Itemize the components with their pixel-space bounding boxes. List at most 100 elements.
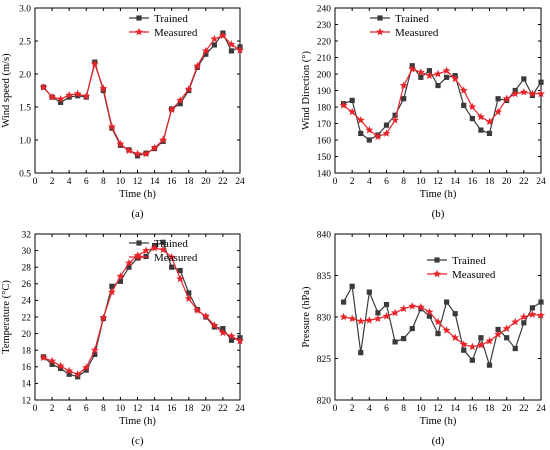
data-point-measured-c [48, 356, 57, 365]
legend-label-trained-c: Trained [154, 238, 188, 250]
data-point-measured-c [176, 274, 185, 283]
panel-label-b: (b) [432, 208, 445, 220]
y-tick-label-b: 160 [317, 136, 332, 146]
legend-marker-trained-a [136, 15, 142, 21]
x-tick-label-b: 18 [485, 177, 495, 187]
data-point-trained-b [495, 96, 501, 102]
data-point-measured-c [159, 245, 168, 254]
x-tick-label-a: 20 [201, 177, 211, 187]
legend-marker-measured-d [433, 269, 441, 278]
y-tick-label-a: 1.0 [19, 136, 31, 146]
data-point-trained-d [495, 326, 501, 333]
data-point-measured-a [48, 92, 57, 101]
x-tick-label-d: 2 [350, 404, 355, 414]
data-point-measured-d [391, 308, 400, 317]
data-point-trained-d [340, 299, 347, 305]
x-axis-title-a: Time (h) [119, 189, 156, 200]
x-tick-label-b: 20 [502, 177, 512, 187]
data-point-measured-a [99, 84, 108, 92]
data-point-measured-b [425, 71, 434, 80]
panel-label-c: (c) [131, 435, 144, 447]
x-tick-label-c: 14 [150, 404, 160, 414]
data-point-trained-c [160, 239, 166, 245]
data-point-trained-d [375, 310, 381, 316]
data-point-trained-b [349, 97, 355, 103]
data-point-trained-b [358, 130, 364, 136]
data-point-measured-a [116, 139, 125, 148]
data-point-trained-c [75, 374, 81, 380]
data-point-measured-b [459, 86, 468, 94]
data-point-trained-b [469, 115, 475, 122]
data-point-measured-c [150, 243, 159, 252]
x-tick-label-b: 0 [333, 177, 338, 187]
x-tick-label-b: 12 [433, 177, 443, 187]
data-point-measured-b [519, 87, 528, 96]
y-tick-label-a: 0.5 [19, 169, 31, 179]
x-tick-label-d: 16 [468, 404, 478, 414]
data-point-trained-d [358, 350, 364, 356]
data-point-trained-c [92, 351, 98, 357]
y-axis-title-b: Wind Direction (°) [301, 51, 312, 131]
data-point-trained-b [435, 82, 441, 89]
data-point-measured-d [425, 307, 434, 316]
x-tick-label-b: 14 [450, 177, 460, 187]
data-point-measured-d [537, 311, 545, 319]
x-tick-label-b: 24 [536, 177, 546, 187]
data-point-measured-c [65, 366, 74, 375]
data-point-trained-c [58, 365, 64, 372]
data-point-trained-a [228, 48, 235, 54]
y-tick-label-d: 835 [317, 272, 332, 282]
x-tick-label-d: 24 [536, 404, 546, 414]
legend-a: Trained Measured [129, 13, 198, 39]
x-tick-label-c: 20 [201, 404, 211, 414]
x-tick-label-d: 0 [333, 404, 338, 414]
data-point-trained-d [469, 357, 475, 363]
legend-b: Trained Measured [370, 13, 439, 39]
data-point-trained-d [521, 320, 527, 326]
data-point-measured-b [511, 89, 520, 98]
data-point-measured-d [356, 316, 365, 325]
data-point-measured-a [167, 105, 176, 114]
data-point-measured-b [537, 89, 545, 98]
y-tick-label-d: 820 [317, 396, 332, 406]
y-tick-label-c: 22 [22, 313, 32, 323]
y-tick-label-d: 840 [317, 230, 332, 240]
data-point-measured-a [159, 135, 168, 144]
data-point-trained-c [83, 367, 89, 373]
data-point-measured-a [73, 89, 82, 98]
x-tick-label-a: 8 [101, 177, 106, 187]
data-point-trained-b [521, 76, 527, 82]
x-tick-label-a: 10 [116, 177, 126, 187]
legend-label-measured-d: Measured [452, 269, 496, 281]
data-point-trained-b [418, 74, 424, 80]
data-point-trained-c [66, 371, 72, 377]
x-tick-label-a: 24 [235, 177, 245, 187]
data-point-measured-c [227, 331, 236, 340]
y-tick-label-c: 14 [22, 380, 32, 390]
x-tick-label-b: 22 [519, 177, 529, 187]
data-point-trained-b [426, 68, 433, 74]
data-point-measured-b [528, 89, 537, 98]
data-point-trained-a [177, 101, 183, 107]
x-tick-label-a: 4 [67, 177, 72, 187]
data-point-trained-d [443, 299, 450, 305]
data-point-measured-d [459, 340, 468, 348]
y-tick-label-b: 170 [317, 120, 332, 130]
data-point-measured-d [485, 336, 494, 345]
legend-marker-measured-c [135, 252, 143, 261]
x-tick-label-c: 4 [67, 404, 72, 414]
y-tick-label-d: 830 [317, 313, 332, 323]
data-point-trained-a [66, 94, 72, 100]
data-point-measured-d [348, 314, 357, 323]
data-point-trained-b [486, 130, 493, 136]
data-point-measured-d [373, 314, 382, 323]
x-tick-label-d: 10 [416, 404, 426, 414]
data-point-trained-b [383, 122, 390, 128]
data-point-measured-d [408, 302, 417, 310]
data-point-measured-c [236, 336, 244, 345]
y-tick-label-b: 210 [317, 54, 332, 64]
data-point-measured-b [442, 66, 451, 75]
y-tick-label-c: 12 [22, 396, 32, 406]
panel-label-a: (a) [131, 208, 144, 220]
data-point-measured-a [227, 40, 236, 48]
